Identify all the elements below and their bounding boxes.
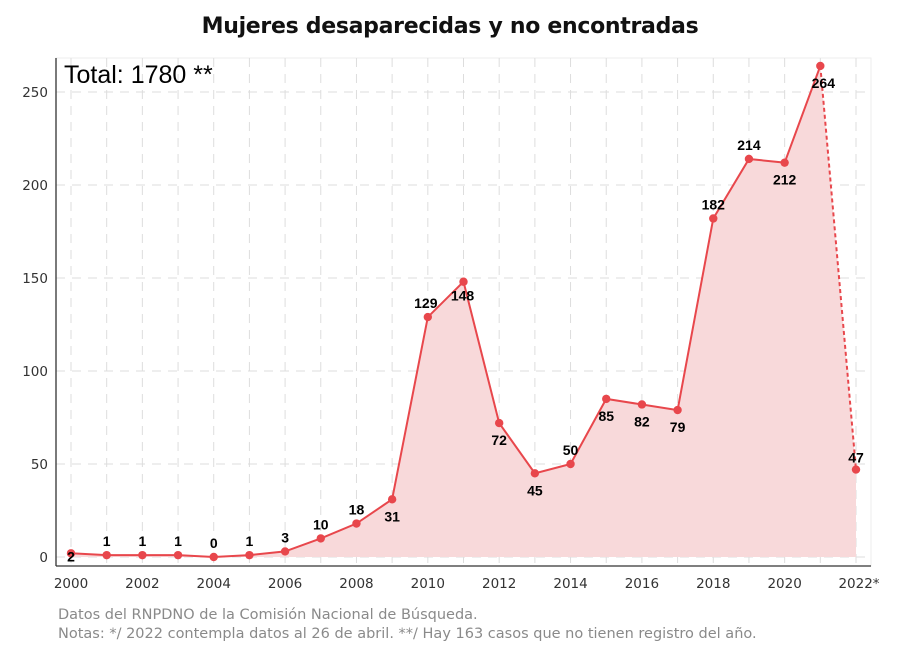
x-tick-label: 2008 [339,576,373,592]
data-point [280,547,290,556]
x-tick-label: 2012 [482,576,516,592]
data-point [459,277,468,286]
tick-labels: 2000 2002 2004 2006 2008 2010 2012 2014 2016 2018… [22,85,880,592]
y-tick-label: 150 [22,271,48,287]
data-label: 31 [384,508,400,524]
y-tick-label: 200 [22,178,48,194]
y-tick-label: 0 [39,550,48,566]
data-label: 1 [103,533,111,549]
series-line [70,65,857,559]
data-point [352,519,361,528]
data-point [209,552,218,562]
x-tick-label: 2004 [197,576,231,592]
data-label: 2 [67,548,75,564]
x-tick-label: 2020 [767,576,801,592]
data-point [530,469,540,478]
y-tick-label: 250 [22,85,48,101]
data-label: 1 [174,533,182,549]
data-label: 85 [598,408,614,424]
series-line-solid [70,65,822,559]
footnote: Notas: */ 2022 contempla datos al 26 de … [58,626,757,642]
data-point [566,459,575,469]
data-point [494,418,504,428]
y-tick-label: 50 [31,457,48,473]
x-tick-label: 2002 [125,576,159,592]
data-label: 0 [210,535,218,551]
data-label: 47 [848,450,864,466]
x-tick-label: 2018 [696,576,730,592]
data-point [245,550,254,560]
data-point [816,61,825,71]
axes [55,58,871,567]
x-tick-label: 2006 [268,576,302,592]
data-label: 10 [313,516,329,532]
data-point [637,400,647,409]
x-tick-label: 2022* [838,576,879,592]
x-tick-label: 2016 [625,576,659,592]
notes: Datos del RNPDNO de la Comisión Nacional… [58,606,757,644]
data-point [673,405,682,415]
data-point [138,550,147,560]
source-note: Datos del RNPDNO de la Comisión Nacional… [58,607,478,623]
data-label: 3 [281,529,289,545]
data-point [66,549,76,558]
data-label: 1 [138,533,146,549]
area-fill [71,65,856,558]
data-label: 18 [349,502,365,518]
data-label: 50 [563,442,579,458]
data-label: 72 [491,432,507,448]
data-point [780,158,789,167]
x-tick-label: 2010 [411,576,445,592]
series-line-dashed [819,65,857,470]
data-label: 129 [414,295,438,311]
data-label: 212 [773,172,797,188]
y-tick-label: 100 [22,364,48,380]
data-point [316,534,325,543]
total-annotation: Total: 1780 ** [64,61,213,89]
data-point [744,154,754,164]
data-points [66,61,861,562]
data-label: 264 [812,75,836,91]
data-point [102,550,111,560]
data-label: 214 [737,137,761,153]
data-label: 79 [670,419,686,435]
data-point [387,495,397,504]
x-tick-label: 2000 [54,576,88,592]
data-point [423,312,433,322]
data-label: 45 [527,482,543,498]
data-label: 182 [702,196,726,212]
data-label: 148 [451,288,475,304]
x-tick-label: 2014 [553,576,587,592]
data-point [851,465,861,474]
data-point [709,214,718,223]
data-point [173,550,183,560]
chart-title: Mujeres desaparecidas y no encontradas [201,14,699,39]
data-point [602,394,611,404]
data-label: 1 [246,533,254,549]
data-label: 82 [634,413,650,429]
